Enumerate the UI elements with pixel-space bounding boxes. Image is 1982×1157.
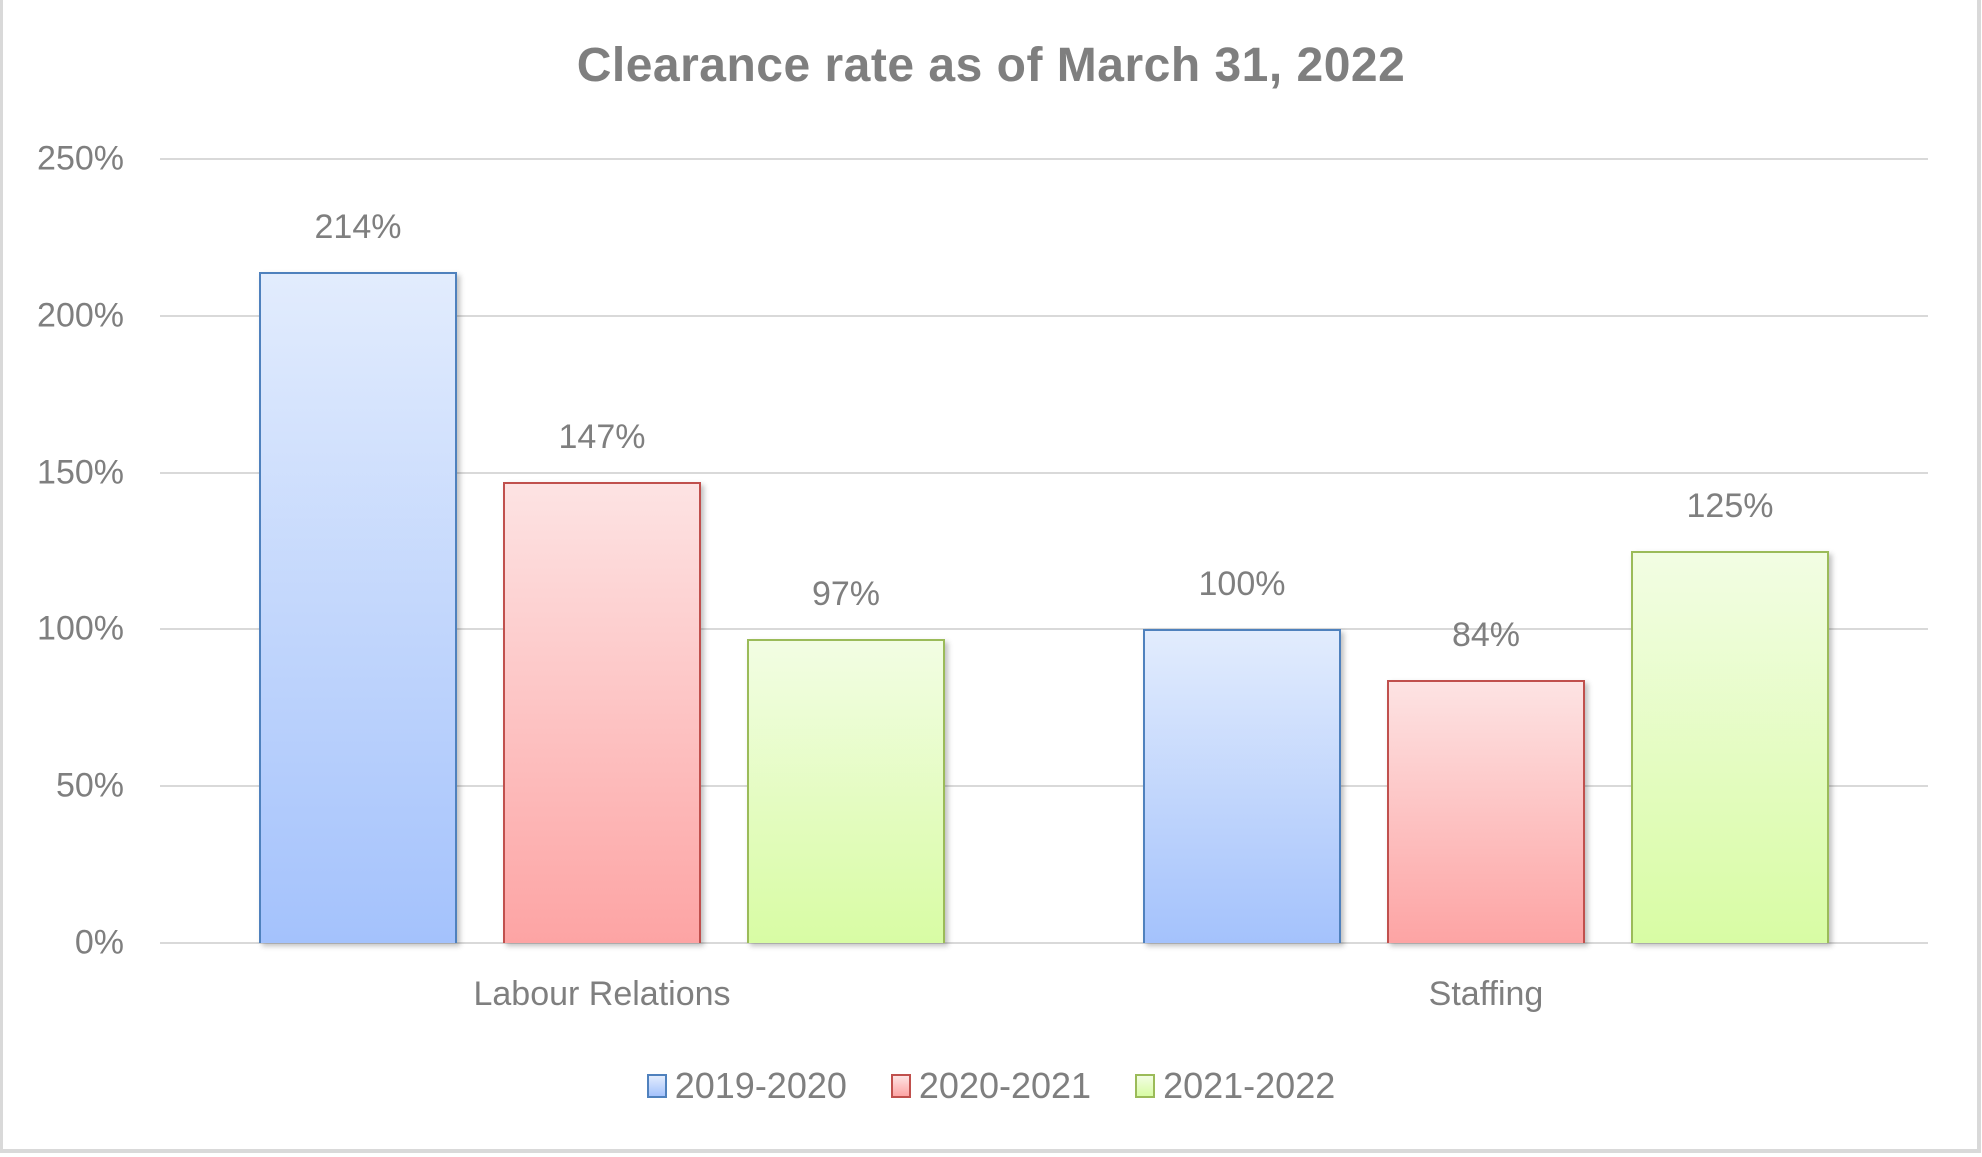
y-tick-label: 250% bbox=[37, 139, 124, 178]
legend-label: 2019-2020 bbox=[674, 1065, 847, 1106]
gridline bbox=[160, 628, 1928, 631]
gridline bbox=[160, 785, 1928, 788]
x-category-label: Staffing bbox=[1428, 975, 1544, 1013]
chart-title: Clearance rate as of March 31, 2022 bbox=[576, 39, 1406, 92]
gridline bbox=[160, 314, 1928, 317]
legend-swatch-icon bbox=[890, 1074, 911, 1098]
y-tick-label: 0% bbox=[74, 923, 124, 962]
legend: 2019-2020 2020-2021 2021-2022 bbox=[0, 1065, 1982, 1107]
bar-2019-2020-staffing bbox=[1143, 629, 1341, 943]
legend-item: 2021-2022 bbox=[1135, 1065, 1335, 1107]
gridline bbox=[160, 471, 1928, 474]
y-tick-label: 150% bbox=[37, 453, 124, 492]
bar-2021-2022-staffing bbox=[1631, 551, 1829, 943]
x-category-label: Labour Relations bbox=[473, 975, 731, 1013]
legend-item: 2019-2020 bbox=[646, 1065, 847, 1107]
data-label: 214% bbox=[314, 207, 402, 246]
legend-swatch-icon bbox=[1135, 1074, 1156, 1098]
data-label: 97% bbox=[811, 574, 881, 613]
bar-2019-2020-labour-relations bbox=[259, 271, 457, 943]
gridline bbox=[160, 158, 1928, 160]
data-label: 84% bbox=[1451, 615, 1521, 654]
data-label: 100% bbox=[1198, 565, 1286, 604]
legend-swatch-icon bbox=[646, 1074, 667, 1098]
gridline bbox=[160, 942, 1928, 944]
legend-label: 2021-2022 bbox=[1163, 1065, 1336, 1106]
bar-2020-2021-staffing bbox=[1387, 679, 1585, 943]
data-label: 147% bbox=[558, 418, 646, 456]
legend-item: 2020-2021 bbox=[890, 1065, 1092, 1107]
bar-2020-2021-labour-relations bbox=[503, 482, 701, 943]
y-tick-label: 200% bbox=[37, 296, 124, 335]
y-tick-label: 100% bbox=[37, 609, 124, 648]
y-tick-label: 50% bbox=[55, 766, 124, 805]
legend-label: 2020-2021 bbox=[918, 1065, 1092, 1106]
data-label: 125% bbox=[1686, 487, 1774, 525]
bar-2021-2022-labour-relations bbox=[747, 638, 945, 943]
